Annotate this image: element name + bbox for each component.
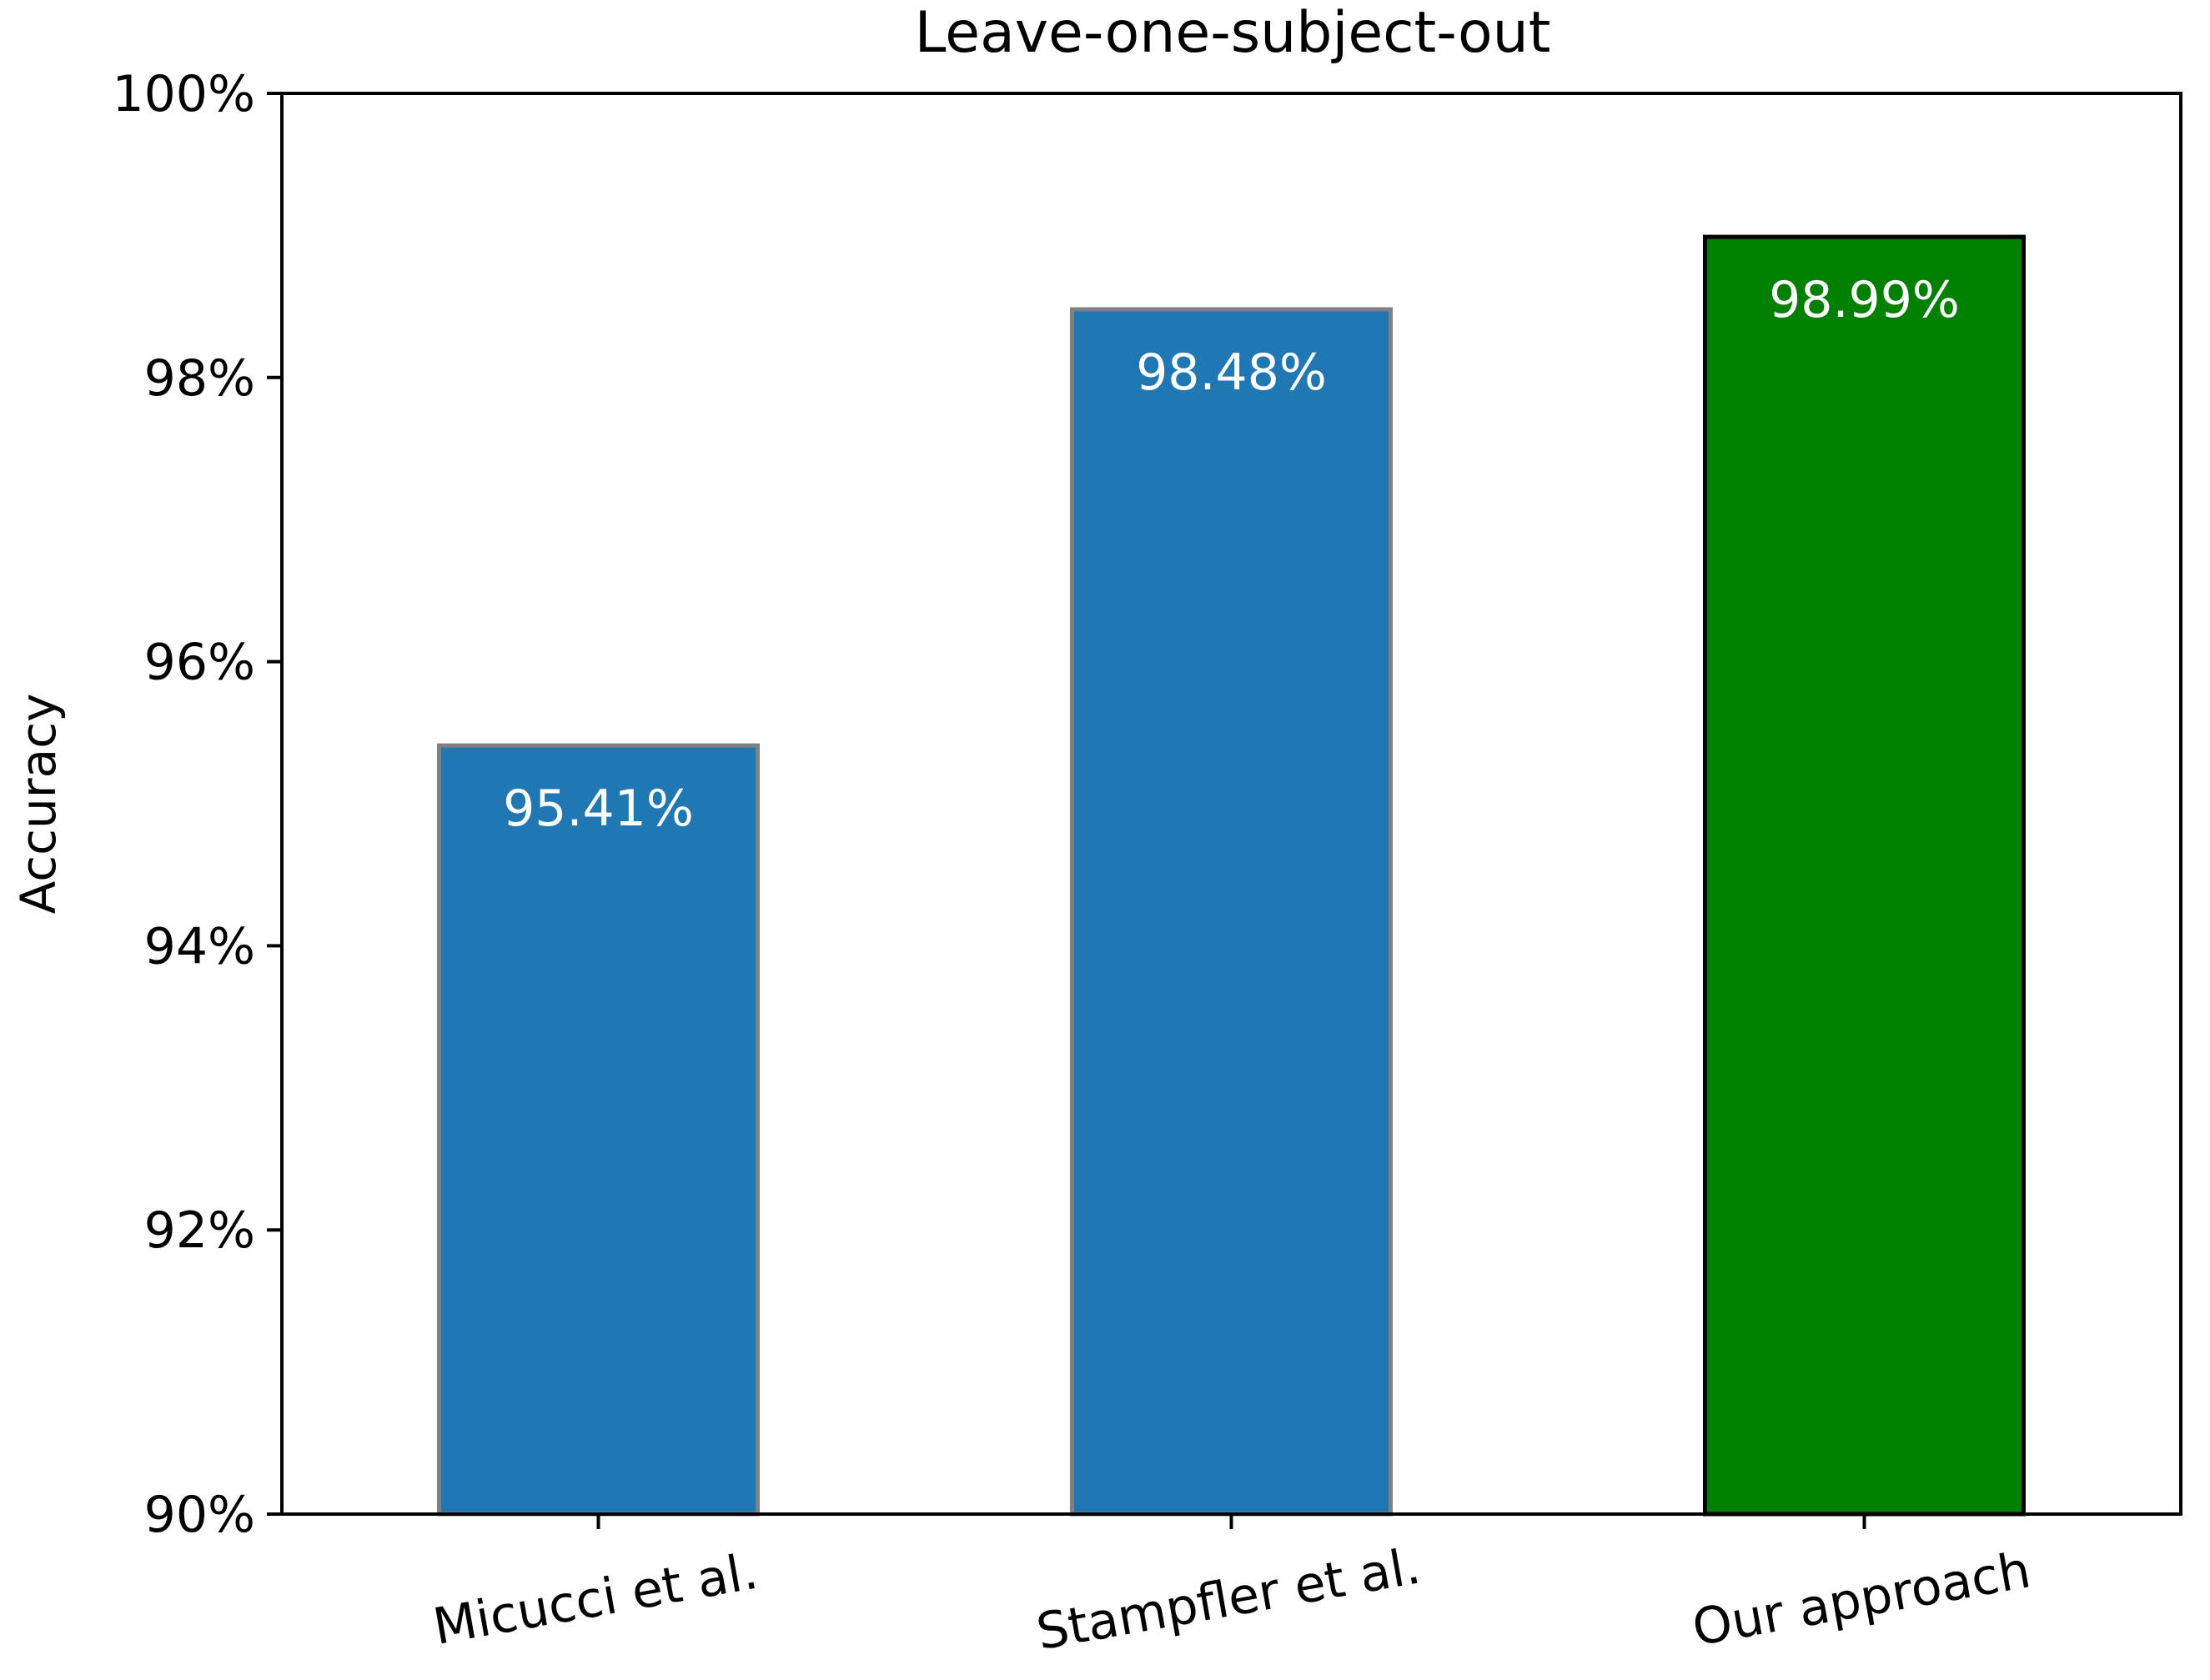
- bar-1: [437, 743, 760, 1517]
- plot-frame: [280, 92, 2182, 1516]
- y-tick-label: 94%: [144, 917, 255, 975]
- chart-title: Leave-one-subject-out: [915, 0, 1551, 66]
- bar-value-label-2: 98.48%: [1136, 344, 1327, 402]
- bar-value-label-1: 95.41%: [503, 780, 694, 838]
- y-tick-label: 96%: [144, 634, 255, 692]
- y-tick-label: 92%: [144, 1201, 255, 1260]
- y-axis-label: Accuracy: [10, 694, 67, 915]
- bar-3: [1703, 234, 2026, 1517]
- bar-2: [1070, 307, 1393, 1517]
- y-tick-label: 100%: [112, 65, 255, 123]
- y-tick-label: 98%: [144, 349, 255, 408]
- bars-layer: 95.41% 98.48% 98.99%: [437, 234, 2026, 1517]
- y-axis: 90% 92% 94% 96% 98% 100%: [112, 65, 282, 1544]
- y-tick-label: 90%: [144, 1486, 255, 1544]
- bar-value-label-3: 98.99%: [1769, 271, 1960, 329]
